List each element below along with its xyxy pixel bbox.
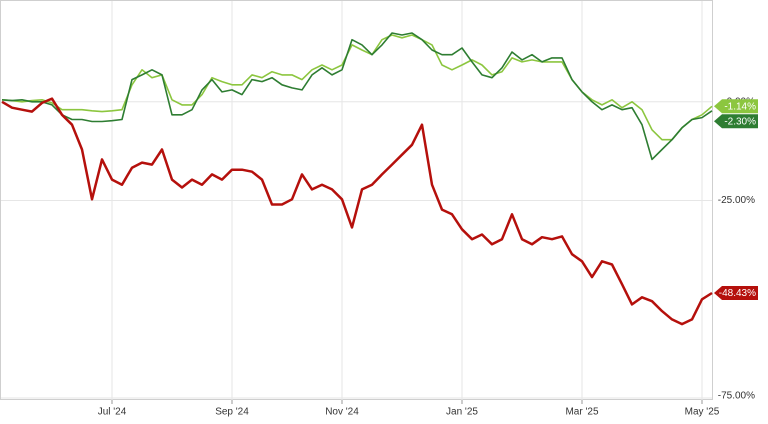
x-tick-label: Mar '25: [565, 407, 598, 418]
end-label-box: [714, 286, 758, 301]
end-label-box: [714, 99, 758, 114]
x-tick-label: Jan '25: [446, 407, 478, 418]
end-label: -2.30%: [714, 114, 758, 129]
grid: [1, 1, 712, 400]
end-label-text: -1.14%: [724, 101, 756, 112]
x-tick-label: May '25: [685, 407, 720, 418]
x-tick-label: Sep '24: [215, 407, 249, 418]
end-label: -48.43%: [714, 286, 758, 301]
series-line: [1, 97, 713, 326]
end-label-box: [714, 114, 758, 129]
y-tick-label: -75.00%: [718, 391, 755, 402]
end-label-text: -48.43%: [719, 288, 756, 299]
y-tick-label: -25.00%: [718, 195, 755, 206]
end-label: -1.14%: [714, 99, 758, 114]
series-line: [1, 34, 713, 141]
end-label-text: -2.30%: [724, 116, 756, 127]
x-tick-label: Nov '24: [325, 407, 359, 418]
series-line: [1, 32, 713, 161]
plot-frame: [0, 0, 713, 400]
x-tick-label: Jul '24: [98, 407, 127, 418]
